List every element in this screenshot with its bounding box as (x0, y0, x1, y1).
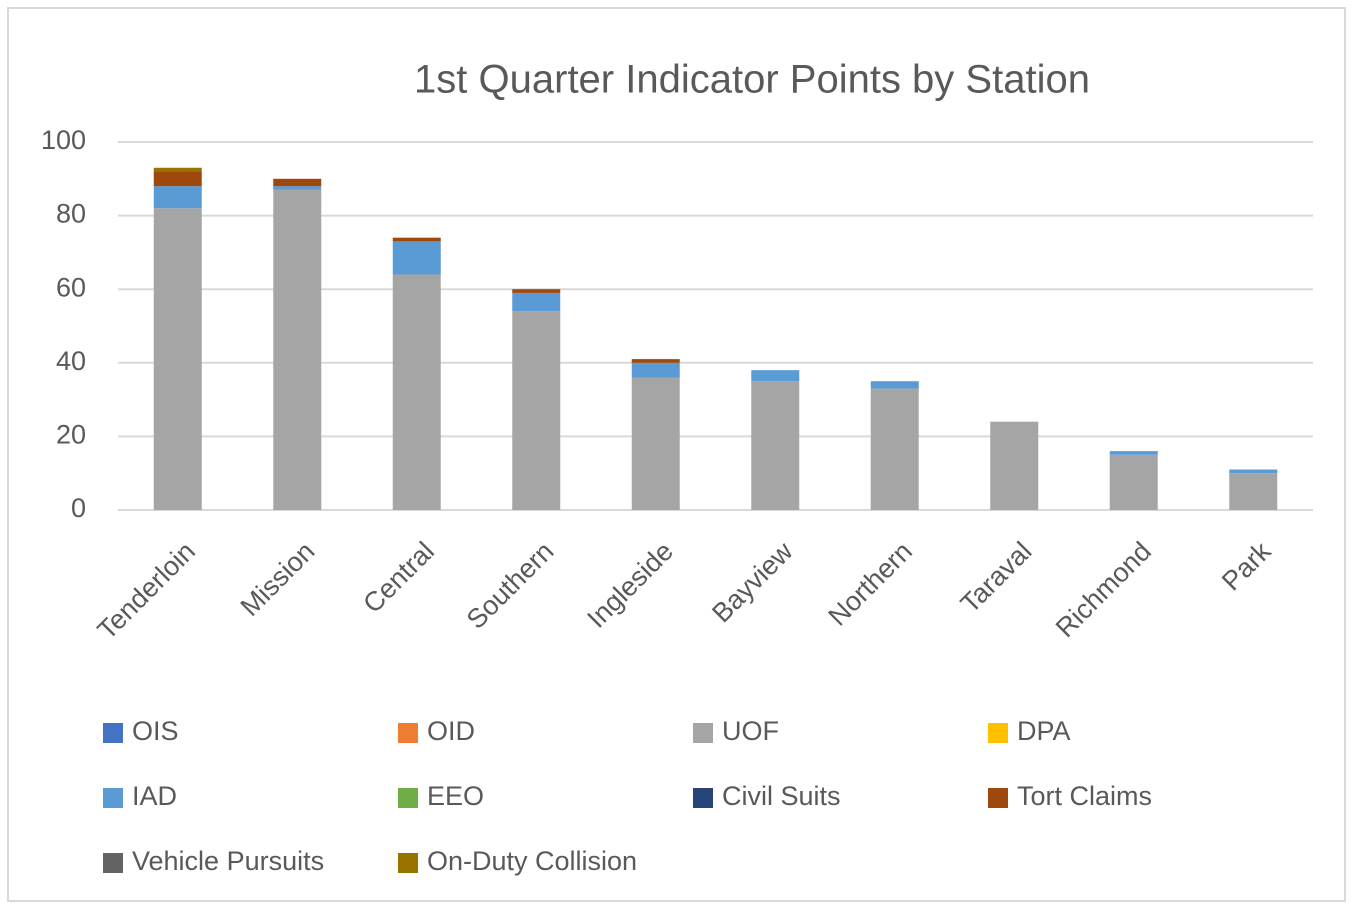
legend-label: Civil Suits (722, 781, 841, 811)
bar-segment (1229, 469, 1278, 474)
bar-segment (1109, 454, 1158, 510)
y-tick-label: 0 (71, 493, 86, 523)
bar-segment (392, 274, 441, 510)
bar-segment (153, 167, 202, 172)
y-tick-label: 80 (56, 199, 86, 229)
bar-segment (392, 241, 441, 275)
legend-label: UOF (722, 716, 779, 746)
legend-label: IAD (132, 781, 177, 811)
y-tick-label: 100 (41, 125, 86, 155)
bar-segment (273, 186, 322, 190)
bar-segment (751, 370, 800, 382)
bar-segment (870, 388, 919, 510)
legend-label: Vehicle Pursuits (132, 846, 324, 876)
bar-segment (153, 186, 202, 209)
legend-swatch (103, 853, 123, 873)
bar-segment (1229, 473, 1278, 510)
bar-segment (273, 189, 322, 510)
legend-swatch (693, 788, 713, 808)
legend-label: EEO (427, 781, 484, 811)
legend-swatch (398, 788, 418, 808)
bar-segment (512, 292, 561, 312)
bar-segment (1109, 451, 1158, 455)
legend-label: Tort Claims (1017, 781, 1152, 811)
y-tick-label: 40 (56, 346, 86, 376)
legend-swatch (693, 723, 713, 743)
bar-segment (631, 377, 680, 510)
bar-segment (631, 362, 680, 378)
y-tick-label: 60 (56, 272, 86, 302)
legend-swatch (988, 723, 1008, 743)
legend-label: On-Duty Collision (427, 846, 637, 876)
bar-segment (273, 178, 322, 187)
bar-segment (153, 208, 202, 511)
y-tick-label: 20 (56, 420, 86, 450)
legend-swatch (103, 723, 123, 743)
chart-title: 1st Quarter Indicator Points by Station (414, 58, 1090, 102)
legend-label: OID (427, 716, 475, 746)
legend-swatch (988, 788, 1008, 808)
bar-segment (153, 171, 202, 187)
legend-swatch (398, 853, 418, 873)
bar-segment (392, 237, 441, 242)
bar-segment (512, 311, 561, 510)
legend-swatch (398, 723, 418, 743)
bar-segment (990, 421, 1039, 510)
legend-swatch (103, 788, 123, 808)
legend-label: OIS (132, 716, 179, 746)
bar-segment (751, 381, 800, 510)
legend-label: DPA (1017, 716, 1071, 746)
bar-segment (870, 381, 919, 389)
bar-segment (631, 359, 680, 363)
bar-segment (512, 289, 561, 293)
